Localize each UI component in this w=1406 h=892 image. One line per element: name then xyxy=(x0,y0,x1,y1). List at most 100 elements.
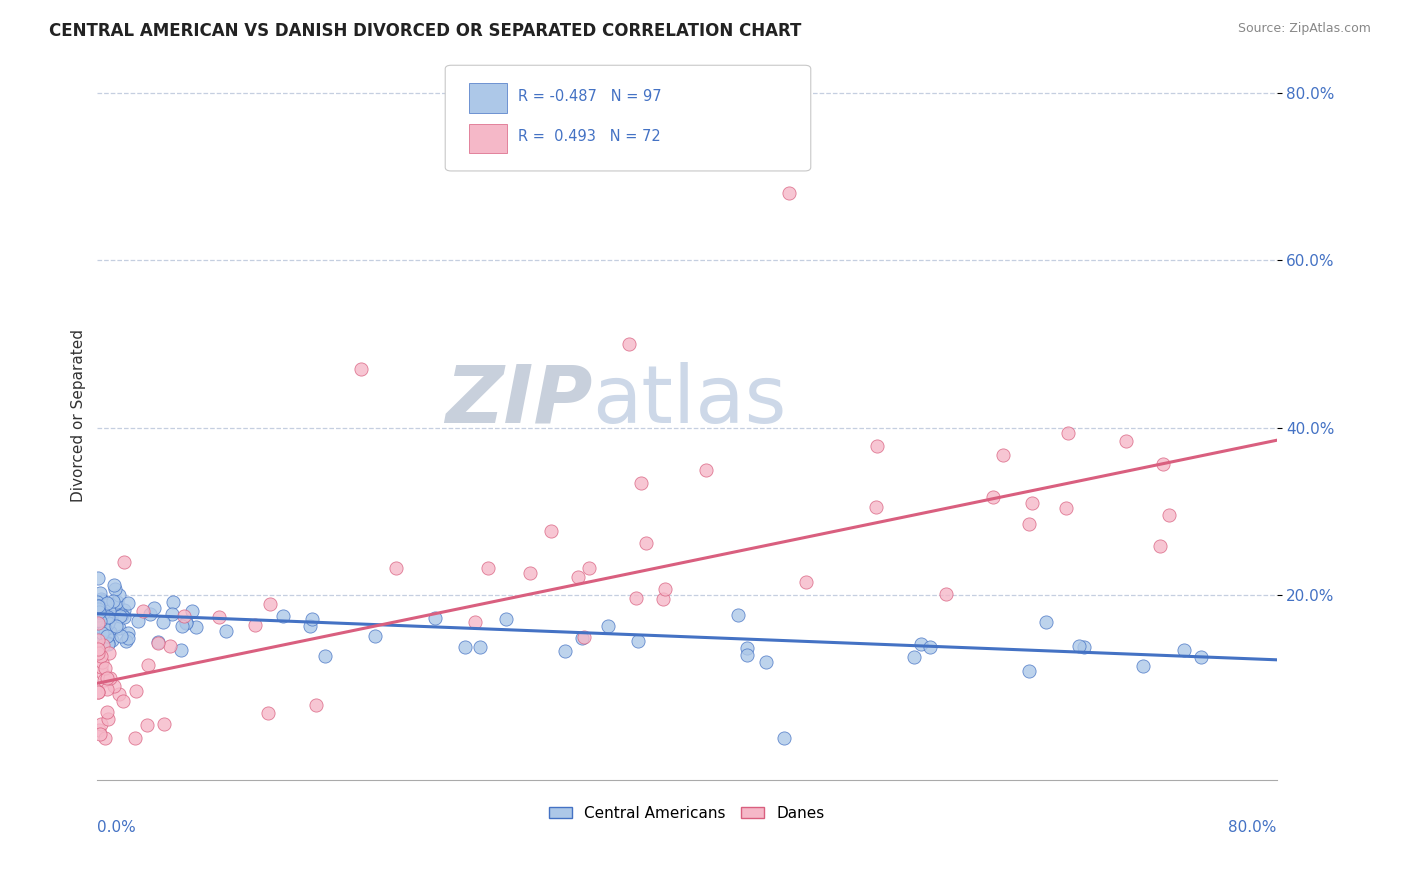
Point xyxy=(90,660,112,674)
Point xyxy=(115,633,138,648)
Point xyxy=(108,608,131,623)
Point xyxy=(1173,643,1195,657)
Point xyxy=(910,637,932,651)
Point xyxy=(299,618,322,632)
Point xyxy=(170,643,193,657)
Point xyxy=(117,631,139,645)
Point xyxy=(1018,664,1040,678)
Point xyxy=(108,621,131,635)
Point xyxy=(89,727,111,741)
Point xyxy=(86,607,108,621)
Point xyxy=(132,604,155,618)
Point xyxy=(86,684,108,698)
Point xyxy=(865,500,887,514)
Point xyxy=(94,731,117,745)
Point xyxy=(90,592,112,607)
Point xyxy=(108,687,131,701)
FancyBboxPatch shape xyxy=(468,84,506,112)
Point xyxy=(93,673,115,687)
Point xyxy=(464,615,486,630)
Point xyxy=(454,640,477,654)
Point xyxy=(104,597,127,611)
Point xyxy=(159,640,181,654)
Point xyxy=(173,609,195,624)
Point xyxy=(981,491,1004,505)
Point xyxy=(301,612,323,626)
Point xyxy=(162,595,184,609)
Point xyxy=(87,633,110,648)
Point xyxy=(135,718,157,732)
Point xyxy=(778,186,800,200)
Point xyxy=(477,560,499,574)
Point xyxy=(1159,508,1181,522)
Point xyxy=(617,337,640,351)
Point xyxy=(695,463,717,477)
Point xyxy=(90,605,112,619)
Point xyxy=(519,566,541,580)
Point xyxy=(271,608,294,623)
Point xyxy=(208,610,231,624)
Point xyxy=(97,636,120,650)
Point xyxy=(112,610,135,624)
Point xyxy=(152,615,174,630)
Point xyxy=(86,595,108,609)
Point xyxy=(94,615,117,629)
Point xyxy=(571,631,593,645)
Point xyxy=(181,604,204,618)
Point xyxy=(98,624,121,639)
Point xyxy=(540,524,562,539)
Point xyxy=(87,646,110,660)
Point xyxy=(727,608,749,623)
Point xyxy=(87,615,110,629)
Point xyxy=(991,448,1014,462)
Point xyxy=(98,626,121,640)
Text: atlas: atlas xyxy=(592,361,787,440)
Text: Source: ZipAtlas.com: Source: ZipAtlas.com xyxy=(1237,22,1371,36)
Point xyxy=(110,629,132,643)
Point xyxy=(94,598,117,612)
Point xyxy=(596,619,619,633)
Point xyxy=(918,640,941,654)
Point xyxy=(91,606,114,620)
Point xyxy=(865,439,887,453)
Point xyxy=(89,599,111,614)
Text: 80.0%: 80.0% xyxy=(1229,820,1277,835)
Point xyxy=(97,616,120,631)
Point xyxy=(160,607,183,622)
Point xyxy=(624,591,647,605)
Point xyxy=(96,671,118,685)
Point xyxy=(314,649,336,664)
Point xyxy=(124,731,146,745)
Point xyxy=(735,648,758,663)
Point xyxy=(96,682,118,697)
Point xyxy=(1054,501,1077,516)
Point xyxy=(385,560,408,574)
Point xyxy=(903,649,925,664)
Point xyxy=(350,362,373,376)
Point xyxy=(172,619,194,633)
Point xyxy=(652,592,675,607)
Point xyxy=(735,640,758,655)
Point xyxy=(1132,659,1154,673)
Point xyxy=(103,578,125,592)
Point xyxy=(567,570,589,584)
Point xyxy=(117,625,139,640)
Point xyxy=(91,638,114,652)
Point xyxy=(174,615,197,629)
Point xyxy=(87,599,110,613)
Point xyxy=(257,706,280,720)
Point xyxy=(243,617,266,632)
Point xyxy=(794,574,817,589)
Point xyxy=(125,683,148,698)
Text: R = -0.487   N = 97: R = -0.487 N = 97 xyxy=(519,89,662,104)
Point xyxy=(634,536,657,550)
Point xyxy=(630,476,652,491)
Point xyxy=(1067,639,1090,653)
Point xyxy=(103,679,125,693)
Point xyxy=(87,624,110,639)
Point xyxy=(1115,434,1137,448)
Point xyxy=(91,626,114,640)
Point xyxy=(259,597,281,611)
Y-axis label: Divorced or Separated: Divorced or Separated xyxy=(72,328,86,501)
Point xyxy=(87,618,110,632)
